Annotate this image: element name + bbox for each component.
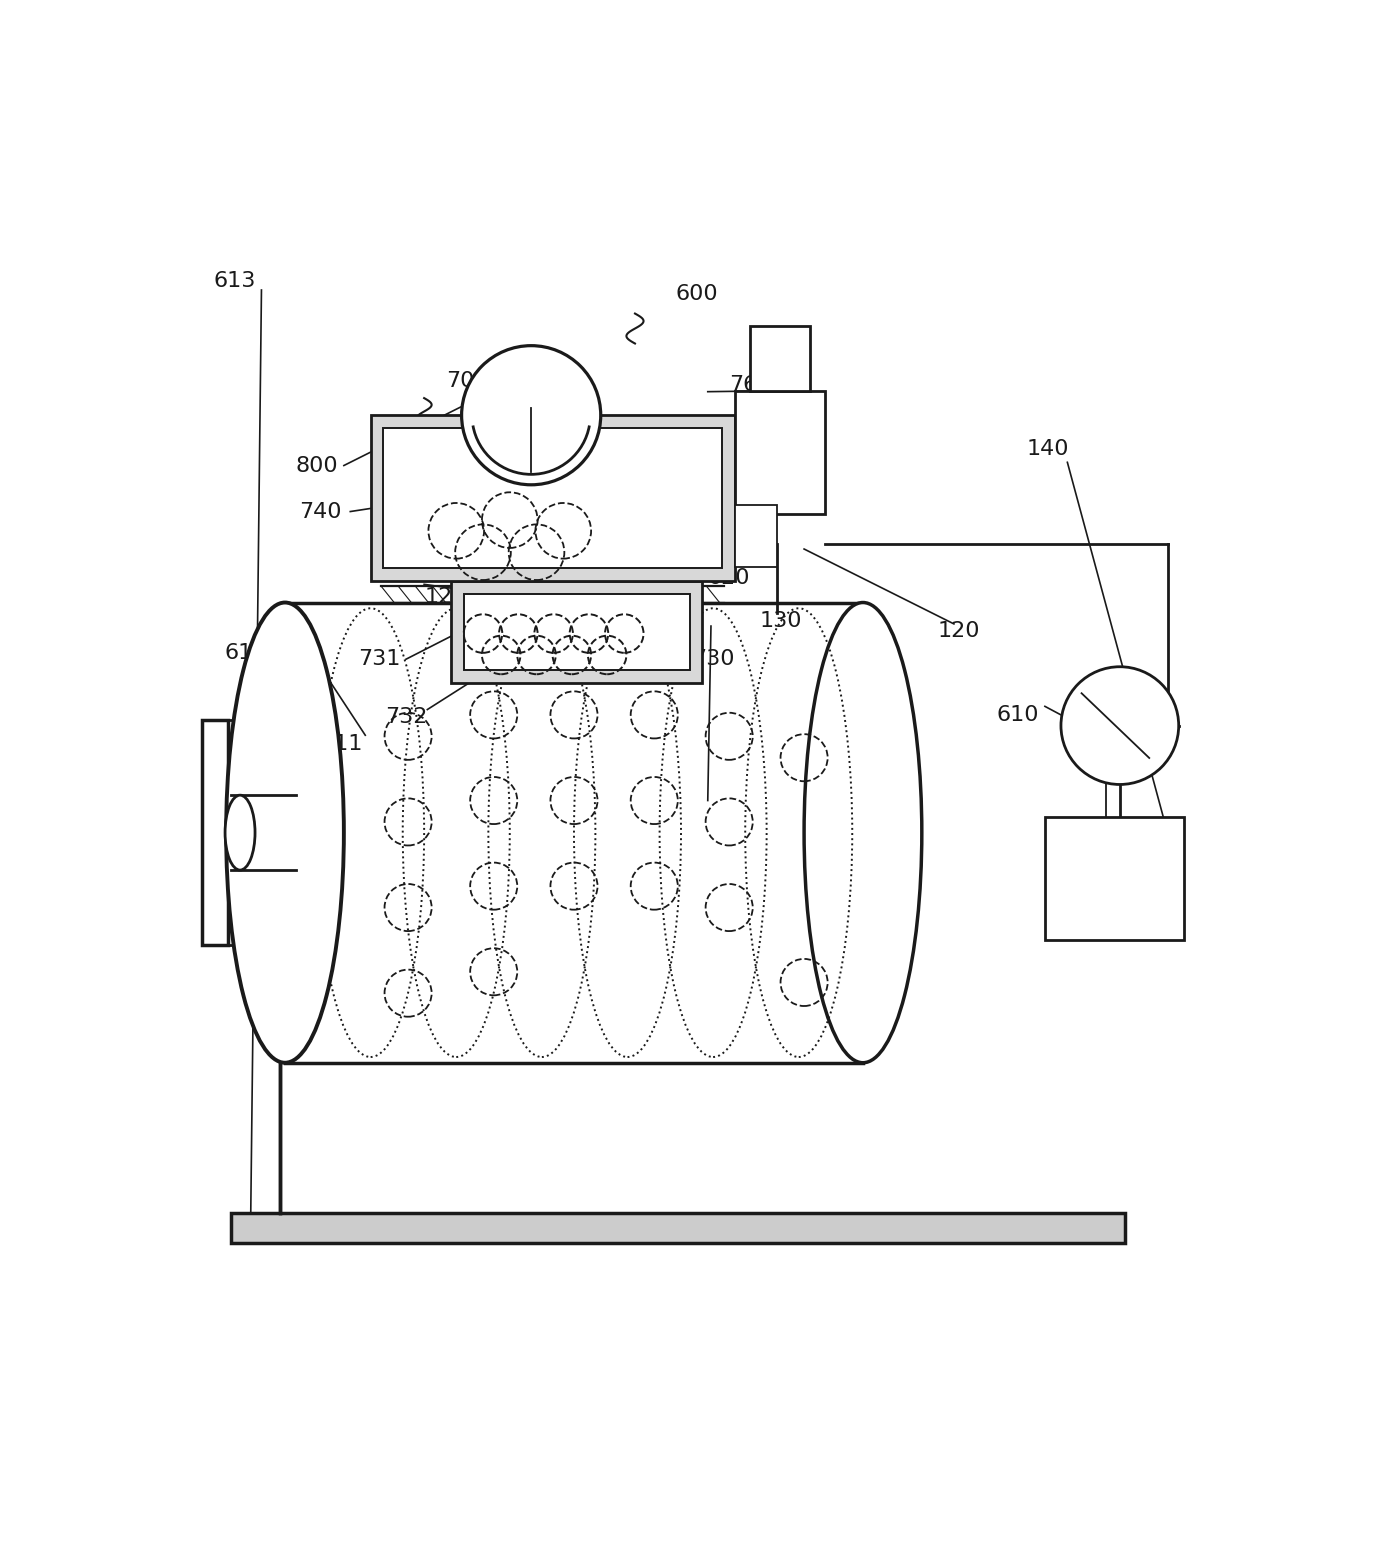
Text: 700: 700 bbox=[446, 371, 489, 391]
Bar bbox=[735, 391, 826, 513]
Bar bbox=[370, 414, 735, 582]
Text: 613: 613 bbox=[214, 272, 255, 291]
Text: 731: 731 bbox=[358, 649, 400, 669]
Text: 710: 710 bbox=[510, 404, 552, 424]
Circle shape bbox=[1061, 666, 1179, 785]
Bar bbox=[450, 582, 703, 683]
Text: 720: 720 bbox=[729, 515, 772, 535]
Text: 611: 611 bbox=[320, 734, 363, 754]
Bar bbox=[202, 721, 228, 945]
Bar bbox=[284, 602, 863, 1064]
Text: 120: 120 bbox=[424, 586, 467, 607]
Bar bbox=[464, 594, 689, 669]
Bar bbox=[750, 327, 809, 391]
Text: 730: 730 bbox=[692, 649, 735, 669]
Text: 732: 732 bbox=[385, 707, 427, 727]
Text: 130: 130 bbox=[760, 610, 802, 630]
Bar bbox=[735, 505, 778, 568]
Bar bbox=[232, 1212, 1126, 1242]
Text: 140: 140 bbox=[1027, 439, 1069, 460]
Circle shape bbox=[461, 346, 601, 485]
Text: 610: 610 bbox=[997, 705, 1040, 724]
Text: 600: 600 bbox=[675, 285, 718, 305]
Text: 120: 120 bbox=[938, 621, 981, 641]
Text: 800: 800 bbox=[296, 455, 338, 475]
Text: 740: 740 bbox=[300, 502, 341, 521]
Ellipse shape bbox=[226, 602, 344, 1064]
Text: 620: 620 bbox=[708, 568, 750, 588]
Text: 612: 612 bbox=[224, 643, 267, 663]
Text: 741: 741 bbox=[729, 450, 772, 471]
Ellipse shape bbox=[225, 795, 255, 870]
Bar bbox=[1045, 816, 1184, 940]
Ellipse shape bbox=[804, 602, 923, 1064]
Text: 760: 760 bbox=[729, 375, 772, 396]
Bar bbox=[384, 429, 722, 568]
